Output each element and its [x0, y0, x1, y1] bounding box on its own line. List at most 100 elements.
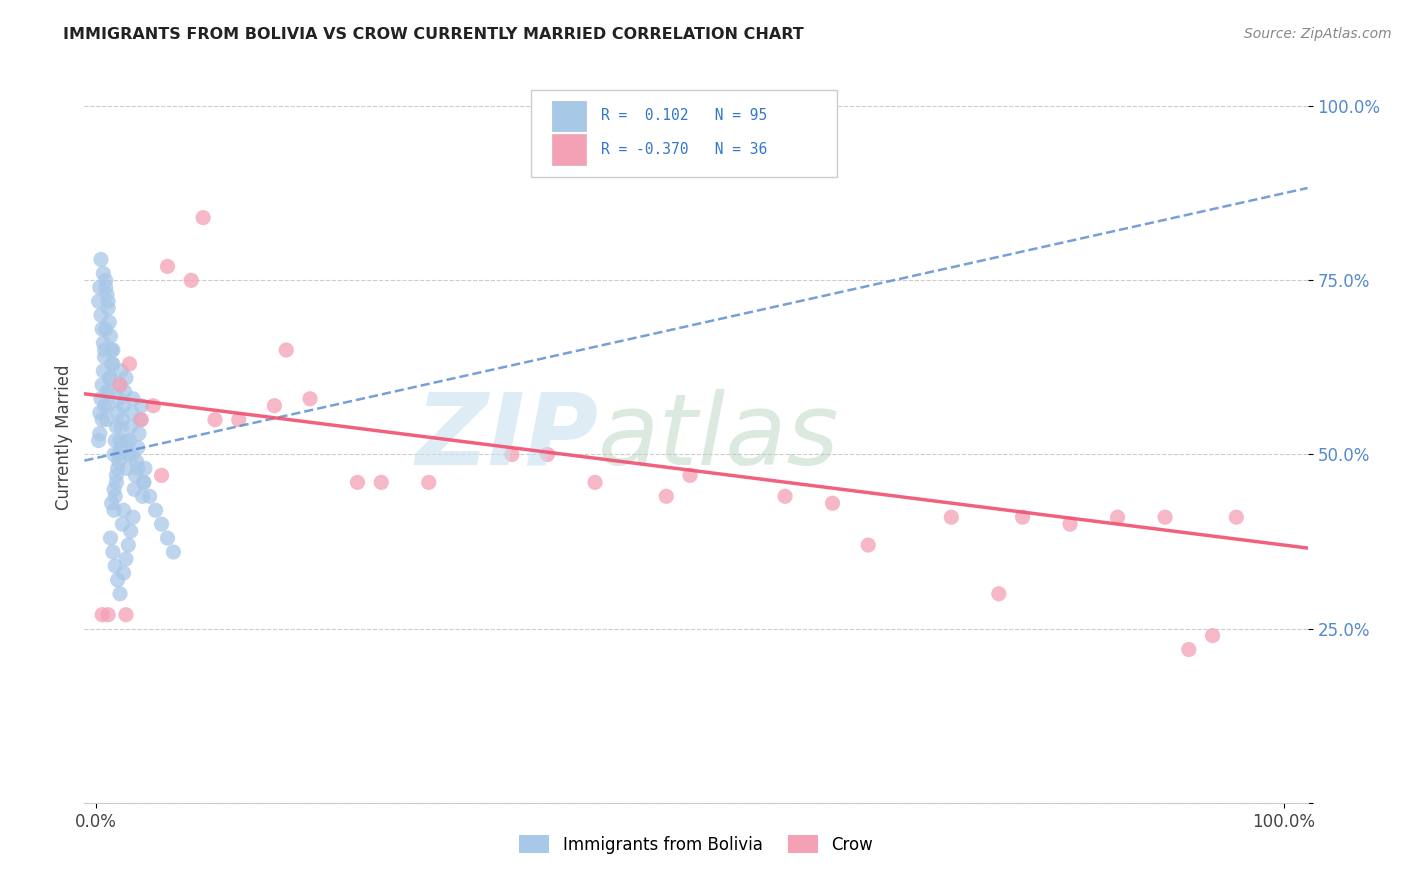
Point — [1059, 517, 1081, 532]
Point — [93, 399, 115, 413]
Point — [1011, 510, 1033, 524]
Point — [370, 475, 392, 490]
Point — [773, 489, 796, 503]
Point — [98, 371, 121, 385]
Point — [583, 475, 606, 490]
Point — [105, 419, 128, 434]
Point — [122, 483, 145, 497]
Point — [121, 406, 143, 420]
Point — [115, 371, 138, 385]
Point — [108, 587, 131, 601]
Point — [101, 343, 124, 357]
Point — [100, 496, 122, 510]
Point — [89, 426, 111, 441]
Point — [107, 392, 129, 406]
Point — [96, 384, 118, 399]
Point — [142, 399, 165, 413]
Point — [111, 412, 134, 426]
Point — [145, 503, 167, 517]
Point — [191, 211, 214, 225]
Point — [131, 399, 153, 413]
Text: Source: ZipAtlas.com: Source: ZipAtlas.com — [1244, 27, 1392, 41]
Point — [100, 531, 122, 545]
Text: R =  0.102   N = 95: R = 0.102 N = 95 — [600, 109, 766, 123]
Point — [91, 322, 114, 336]
Point — [108, 434, 131, 448]
Point — [120, 524, 142, 538]
Point — [93, 343, 115, 357]
Point — [91, 377, 114, 392]
Point — [131, 412, 153, 426]
Point — [97, 399, 120, 413]
Point — [1201, 629, 1223, 643]
Point — [87, 434, 110, 448]
Point — [856, 538, 879, 552]
Point — [228, 412, 250, 426]
Point — [1154, 510, 1177, 524]
Point — [107, 461, 129, 475]
Point — [100, 343, 122, 357]
Point — [117, 538, 139, 552]
Point — [941, 510, 963, 524]
Point — [93, 364, 115, 378]
Point — [115, 434, 138, 448]
Point — [105, 468, 128, 483]
Point — [128, 426, 150, 441]
Point — [104, 489, 127, 503]
Point — [115, 461, 138, 475]
Point — [97, 294, 120, 309]
Point — [112, 503, 135, 517]
Point — [96, 412, 118, 426]
Point — [536, 448, 558, 462]
Point — [263, 399, 285, 413]
FancyBboxPatch shape — [551, 101, 586, 131]
Point — [107, 454, 129, 468]
Point — [655, 489, 678, 503]
Point — [150, 468, 173, 483]
Point — [129, 412, 152, 426]
Point — [105, 475, 128, 490]
Point — [117, 448, 139, 462]
Point — [90, 308, 112, 322]
Point — [107, 448, 129, 462]
Text: ZIP: ZIP — [415, 389, 598, 485]
Point — [115, 552, 138, 566]
Point — [93, 266, 115, 280]
Point — [103, 503, 125, 517]
Point — [156, 531, 179, 545]
Point — [138, 489, 160, 503]
Point — [91, 412, 114, 426]
Point — [679, 468, 702, 483]
Point — [111, 517, 134, 532]
Point — [110, 419, 132, 434]
Point — [156, 260, 179, 274]
FancyBboxPatch shape — [531, 90, 837, 178]
Point — [118, 434, 141, 448]
Point — [87, 294, 110, 309]
Point — [103, 483, 125, 497]
Point — [101, 357, 124, 371]
Point — [94, 322, 117, 336]
Point — [204, 412, 226, 426]
Point — [346, 475, 368, 490]
Point — [418, 475, 440, 490]
Point — [114, 384, 136, 399]
Text: R = -0.370   N = 36: R = -0.370 N = 36 — [600, 142, 766, 157]
Point — [104, 558, 127, 573]
Point — [298, 392, 321, 406]
Point — [108, 377, 131, 392]
Point — [1107, 510, 1129, 524]
Point — [101, 545, 124, 559]
Point — [97, 607, 120, 622]
Point — [124, 468, 146, 483]
Y-axis label: Currently Married: Currently Married — [55, 364, 73, 510]
Point — [107, 406, 129, 420]
Point — [94, 273, 117, 287]
Point — [162, 545, 184, 559]
Point — [97, 301, 120, 316]
Point — [89, 406, 111, 420]
Point — [110, 441, 132, 455]
Point — [90, 392, 112, 406]
Point — [115, 607, 138, 622]
Point — [96, 287, 118, 301]
